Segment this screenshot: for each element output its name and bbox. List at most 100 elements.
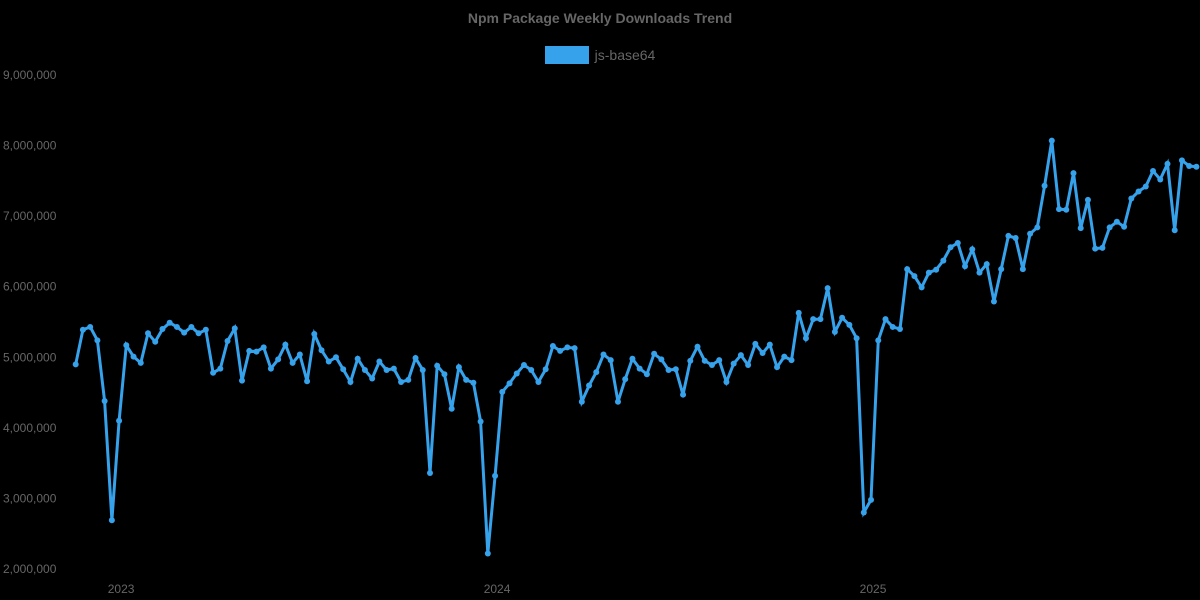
data-point[interactable] <box>1084 196 1091 203</box>
data-point[interactable] <box>108 517 115 524</box>
data-point[interactable] <box>947 244 954 251</box>
data-point[interactable] <box>694 343 701 350</box>
data-point[interactable] <box>1041 182 1048 189</box>
data-point[interactable] <box>1150 167 1157 174</box>
data-point[interactable] <box>528 366 535 373</box>
data-point[interactable] <box>1128 195 1135 202</box>
data-point[interactable] <box>1171 227 1178 234</box>
data-point[interactable] <box>289 359 296 366</box>
data-point[interactable] <box>1193 163 1200 170</box>
data-point[interactable] <box>911 273 918 280</box>
data-point[interactable] <box>1164 160 1171 167</box>
data-point[interactable] <box>246 347 253 354</box>
data-point[interactable] <box>1027 230 1034 237</box>
data-point[interactable] <box>173 323 180 330</box>
data-point[interactable] <box>434 362 441 369</box>
data-point[interactable] <box>390 365 397 372</box>
data-point[interactable] <box>962 263 969 270</box>
data-point[interactable] <box>983 261 990 268</box>
data-point[interactable] <box>152 338 159 345</box>
data-point[interactable] <box>332 354 339 361</box>
data-point[interactable] <box>933 266 940 273</box>
data-point[interactable] <box>470 379 477 386</box>
data-point[interactable] <box>788 357 795 364</box>
data-point[interactable] <box>578 398 585 405</box>
data-point[interactable] <box>202 326 209 333</box>
data-point[interactable] <box>463 376 470 383</box>
data-point[interactable] <box>123 342 130 349</box>
data-point[interactable] <box>614 398 621 405</box>
data-point[interactable] <box>325 358 332 365</box>
data-point[interactable] <box>564 344 571 351</box>
data-point[interactable] <box>354 355 361 362</box>
data-point[interactable] <box>455 364 462 371</box>
data-point[interactable] <box>340 366 347 373</box>
data-point[interactable] <box>868 496 875 503</box>
data-point[interactable] <box>376 358 383 365</box>
data-point[interactable] <box>665 366 672 373</box>
data-point[interactable] <box>412 354 419 361</box>
data-point[interactable] <box>774 364 781 371</box>
data-point[interactable] <box>781 353 788 360</box>
data-point[interactable] <box>716 357 723 364</box>
data-point[interactable] <box>304 378 311 385</box>
data-point[interactable] <box>506 380 513 387</box>
data-point[interactable] <box>130 353 137 360</box>
data-point[interactable] <box>607 357 614 364</box>
data-point[interactable] <box>535 378 542 385</box>
data-point[interactable] <box>217 365 224 372</box>
data-point[interactable] <box>846 321 853 328</box>
data-point[interactable] <box>492 472 499 479</box>
data-point[interactable] <box>426 470 433 477</box>
data-point[interactable] <box>802 335 809 342</box>
data-point[interactable] <box>904 266 911 273</box>
data-point[interactable] <box>658 356 665 363</box>
data-point[interactable] <box>181 329 188 336</box>
data-point[interactable] <box>1070 170 1077 177</box>
data-point[interactable] <box>651 350 658 357</box>
data-point[interactable] <box>795 309 802 316</box>
legend-swatch-js-base64[interactable] <box>544 46 589 64</box>
data-point[interactable] <box>1077 225 1084 232</box>
data-point[interactable] <box>238 377 245 384</box>
data-point[interactable] <box>1034 224 1041 231</box>
data-point[interactable] <box>1063 206 1070 213</box>
data-point[interactable] <box>875 337 882 344</box>
data-point[interactable] <box>311 330 318 337</box>
data-point[interactable] <box>188 323 195 330</box>
data-point[interactable] <box>766 341 773 348</box>
data-point[interactable] <box>361 366 368 373</box>
data-point[interactable] <box>484 550 491 557</box>
data-point[interactable] <box>1121 223 1128 230</box>
data-point[interactable] <box>969 246 976 253</box>
data-point[interactable] <box>622 376 629 383</box>
data-point[interactable] <box>549 342 556 349</box>
data-point[interactable] <box>419 366 426 373</box>
data-point[interactable] <box>882 316 889 323</box>
data-point[interactable] <box>79 326 86 333</box>
data-point[interactable] <box>990 298 997 305</box>
data-point[interactable] <box>723 378 730 385</box>
data-point[interactable] <box>752 340 759 347</box>
data-point[interactable] <box>557 347 564 354</box>
data-point[interactable] <box>831 328 838 335</box>
data-point[interactable] <box>1092 245 1099 252</box>
data-point[interactable] <box>513 370 520 377</box>
data-point[interactable] <box>195 330 202 337</box>
data-point[interactable] <box>643 371 650 378</box>
data-point[interactable] <box>72 361 79 368</box>
data-point[interactable] <box>701 357 708 364</box>
data-point[interactable] <box>441 371 448 378</box>
data-point[interactable] <box>839 314 846 321</box>
data-point[interactable] <box>101 398 108 405</box>
data-point[interactable] <box>896 326 903 333</box>
data-point[interactable] <box>1142 183 1149 190</box>
legend-label-js-base64[interactable]: js-base64 <box>594 47 656 63</box>
data-point[interactable] <box>745 362 752 369</box>
data-point[interactable] <box>224 338 231 345</box>
data-point[interactable] <box>918 284 925 291</box>
data-point[interactable] <box>282 341 289 348</box>
data-point[interactable] <box>976 269 983 276</box>
data-point[interactable] <box>889 323 896 330</box>
data-point[interactable] <box>1005 232 1012 239</box>
